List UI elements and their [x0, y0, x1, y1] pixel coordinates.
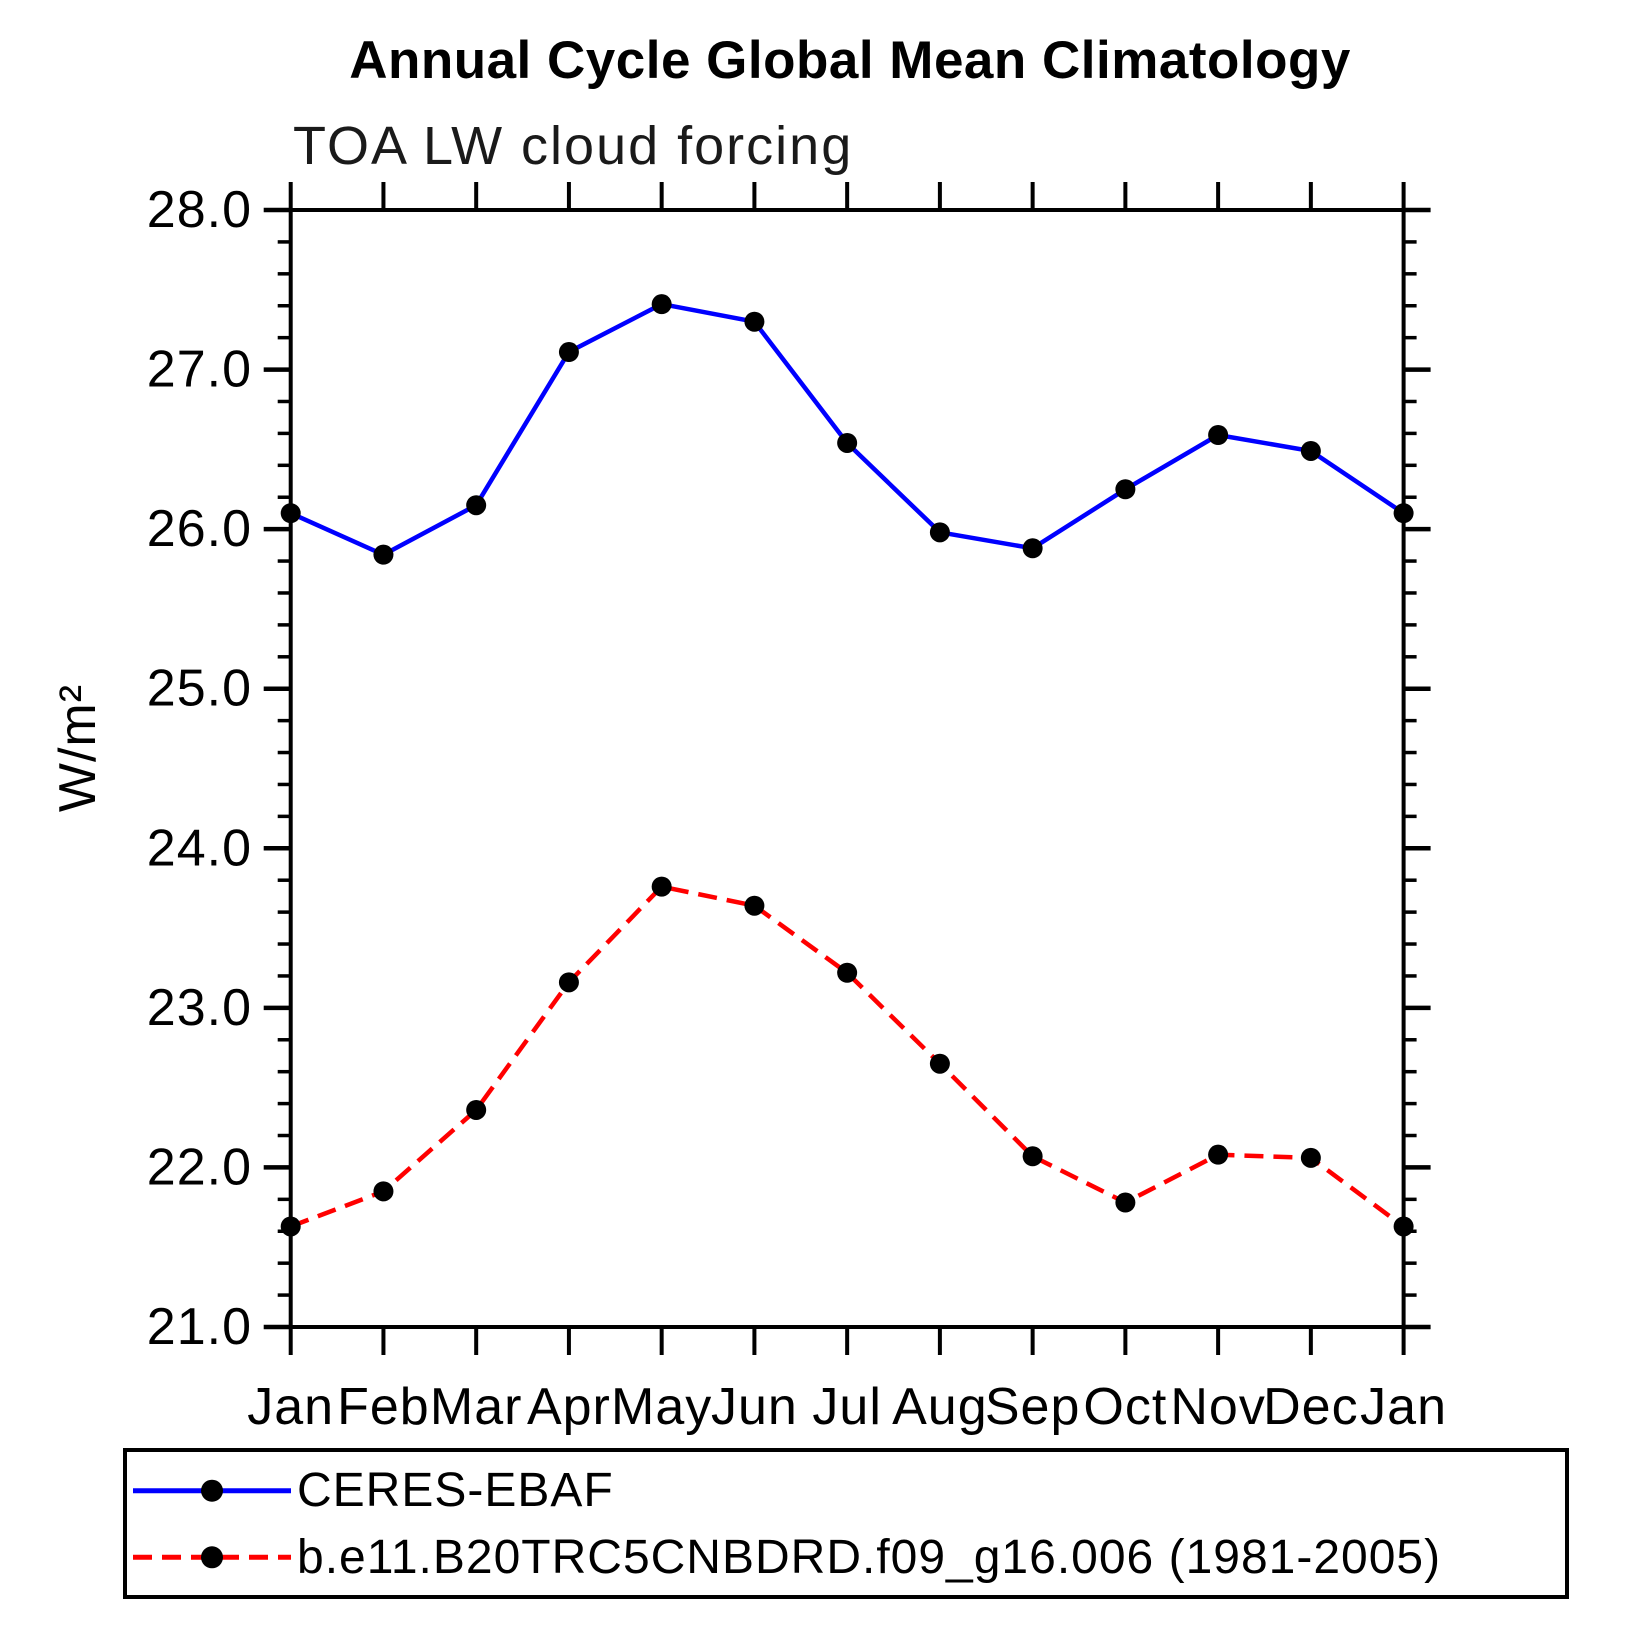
- y-tick-label: 23.0: [147, 979, 252, 1037]
- data-point-marker: [466, 1099, 487, 1120]
- x-tick-label: Apr: [527, 1378, 611, 1436]
- legend-label-model: b.e11.B20TRC5CNBDRD.f09_g16.006 (1981-20…: [297, 1531, 1441, 1584]
- x-tick-label: Jan: [247, 1378, 334, 1436]
- legend-entry-model: b.e11.B20TRC5CNBDRD.f09_g16.006 (1981-20…: [133, 1531, 1441, 1584]
- x-tick-label: Jun: [711, 1378, 798, 1436]
- x-tick-label: Sep: [985, 1378, 1081, 1436]
- data-point-marker: [1115, 479, 1136, 500]
- x-tick-label: May: [611, 1378, 712, 1436]
- legend: CERES-EBAF b.e11.B20TRC5CNBDRD.f09_g16.0…: [123, 1448, 1569, 1599]
- data-point-marker: [651, 294, 672, 315]
- y-axis-title: W/m²: [49, 684, 107, 812]
- y-tick-label: 28.0: [147, 181, 252, 239]
- legend-marker-dot: [201, 1479, 223, 1502]
- data-point-marker: [744, 895, 765, 916]
- y-tick-label: 26.0: [147, 500, 252, 558]
- x-tick-label: Nov: [1170, 1378, 1265, 1436]
- y-tick-label: 24.0: [147, 819, 252, 877]
- data-point-marker: [929, 1053, 950, 1074]
- data-point-marker: [837, 432, 858, 453]
- data-point-marker: [558, 972, 579, 993]
- data-point-marker: [466, 495, 487, 516]
- data-point-marker: [1022, 1146, 1043, 1167]
- x-tick-label: Jan: [1360, 1378, 1447, 1436]
- series-layer: [280, 294, 1414, 1237]
- y-tick-label: 21.0: [147, 1298, 252, 1356]
- data-point-marker: [1022, 538, 1043, 559]
- data-point-marker: [373, 544, 394, 565]
- legend-box: [123, 1448, 1569, 1599]
- data-point-marker: [837, 962, 858, 983]
- y-tick-label: 25.0: [147, 660, 252, 718]
- data-point-marker: [1300, 440, 1321, 461]
- data-point-marker: [1208, 424, 1229, 445]
- data-point-marker: [1393, 1216, 1414, 1237]
- y-tick-label: 27.0: [147, 341, 252, 399]
- x-tick-label: Feb: [337, 1378, 430, 1436]
- data-point-marker: [1208, 1144, 1229, 1165]
- data-point-marker: [929, 522, 950, 543]
- data-point-marker: [280, 503, 301, 524]
- data-point-marker: [744, 311, 765, 332]
- series-1: [280, 876, 1414, 1237]
- legend-entry-ceres: CERES-EBAF: [133, 1464, 614, 1517]
- axes: [263, 182, 1431, 1355]
- x-tick-label: Aug: [892, 1378, 988, 1436]
- series-0: [280, 294, 1414, 565]
- data-point-marker: [280, 1216, 301, 1237]
- data-point-marker: [1300, 1147, 1321, 1168]
- x-tick-label: Oct: [1083, 1378, 1167, 1436]
- legend-marker-dot: [201, 1546, 223, 1569]
- x-tick-label: Dec: [1263, 1378, 1358, 1436]
- chart-subtitle: TOA LW cloud forcing: [293, 116, 853, 176]
- x-tick-label: Jul: [812, 1378, 881, 1436]
- data-point-marker: [558, 342, 579, 363]
- x-tick-label: Mar: [430, 1378, 523, 1436]
- plot-frame: [288, 208, 1406, 1329]
- y-tick-labels: 21.0 22.0 23.0 24.0 25.0 26.0 27.0 28.0: [147, 181, 252, 1356]
- y-tick-label: 22.0: [147, 1138, 252, 1196]
- series-line-solid: [289, 301, 1405, 558]
- series-line-dashed: [289, 884, 1405, 1229]
- data-point-marker: [1115, 1192, 1136, 1213]
- legend-label-ceres: CERES-EBAF: [297, 1464, 614, 1517]
- chart-title: Annual Cycle Global Mean Climatology: [349, 31, 1351, 90]
- data-point-marker: [1393, 503, 1414, 524]
- data-point-marker: [373, 1181, 394, 1202]
- data-point-marker: [651, 876, 672, 897]
